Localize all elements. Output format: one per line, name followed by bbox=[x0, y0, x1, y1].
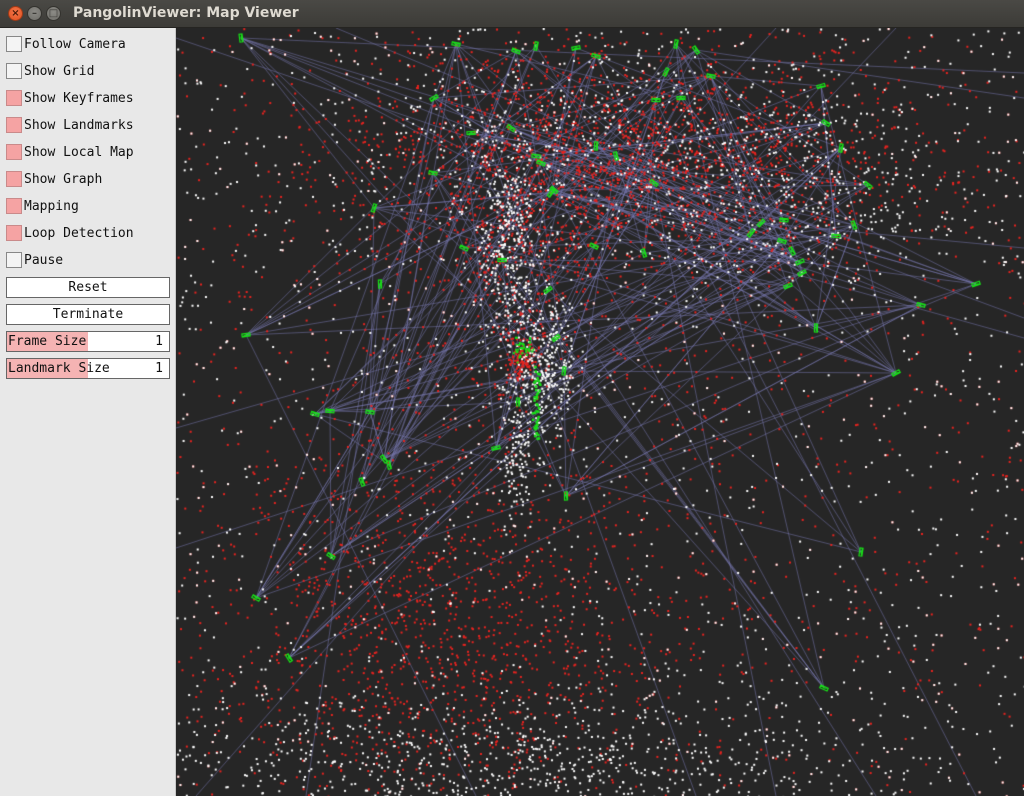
checkbox-icon[interactable] bbox=[6, 171, 22, 187]
checkbox-label: Mapping bbox=[24, 199, 79, 214]
frame-size-slider-fill bbox=[7, 332, 88, 351]
frame-size-slider[interactable]: Frame Size 1 bbox=[6, 331, 170, 352]
checkbox-icon[interactable] bbox=[6, 198, 22, 214]
checkbox-label: Show Landmarks bbox=[24, 118, 134, 133]
checkbox-label: Show Graph bbox=[24, 172, 103, 187]
checkbox-icon[interactable] bbox=[6, 90, 22, 106]
terminate-button[interactable]: Terminate bbox=[6, 304, 170, 325]
checkbox-label: Loop Detection bbox=[24, 226, 134, 241]
checkbox-icon[interactable] bbox=[6, 36, 22, 52]
maximize-window-button[interactable]: □ bbox=[46, 6, 61, 21]
frame-size-label: Frame Size bbox=[8, 334, 87, 349]
landmark-size-label: Landmark Size bbox=[8, 361, 110, 376]
checkbox-icon[interactable] bbox=[6, 117, 22, 133]
checkbox-label: Show Keyframes bbox=[24, 91, 134, 106]
checkbox-label: Pause bbox=[24, 253, 64, 268]
show-keyframes-checkbox[interactable]: Show Keyframes bbox=[6, 90, 171, 108]
checkbox-label: Follow Camera bbox=[24, 37, 126, 52]
frame-size-value: 1 bbox=[155, 334, 163, 349]
pause-checkbox[interactable]: Pause bbox=[6, 252, 171, 270]
checkbox-label: Show Grid bbox=[24, 64, 95, 79]
minimize-window-button[interactable]: – bbox=[27, 6, 42, 21]
show-graph-checkbox[interactable]: Show Graph bbox=[6, 171, 171, 189]
checkbox-icon[interactable] bbox=[6, 252, 22, 268]
landmark-size-slider[interactable]: Landmark Size 1 bbox=[6, 358, 170, 379]
show-grid-checkbox[interactable]: Show Grid bbox=[6, 63, 171, 81]
reset-button[interactable]: Reset bbox=[6, 277, 170, 298]
checkbox-icon[interactable] bbox=[6, 63, 22, 79]
point-cloud-map-canvas[interactable] bbox=[176, 28, 1024, 796]
close-window-button[interactable]: × bbox=[8, 6, 23, 21]
title-bar[interactable]: × – □ PangolinViewer: Map Viewer bbox=[0, 0, 1024, 28]
window-title: PangolinViewer: Map Viewer bbox=[73, 5, 299, 21]
map-viewport[interactable] bbox=[176, 28, 1024, 796]
landmark-size-value: 1 bbox=[155, 361, 163, 376]
checkbox-icon[interactable] bbox=[6, 144, 22, 160]
loop-detection-checkbox[interactable]: Loop Detection bbox=[6, 225, 171, 243]
show-local-map-checkbox[interactable]: Show Local Map bbox=[6, 144, 171, 162]
follow-camera-checkbox[interactable]: Follow Camera bbox=[6, 36, 171, 54]
control-panel: Follow Camera Show Grid Show Keyframes S… bbox=[0, 28, 176, 796]
mapping-checkbox[interactable]: Mapping bbox=[6, 198, 171, 216]
show-landmarks-checkbox[interactable]: Show Landmarks bbox=[6, 117, 171, 135]
checkbox-icon[interactable] bbox=[6, 225, 22, 241]
checkbox-label: Show Local Map bbox=[24, 145, 134, 160]
landmark-size-slider-fill bbox=[7, 359, 88, 378]
